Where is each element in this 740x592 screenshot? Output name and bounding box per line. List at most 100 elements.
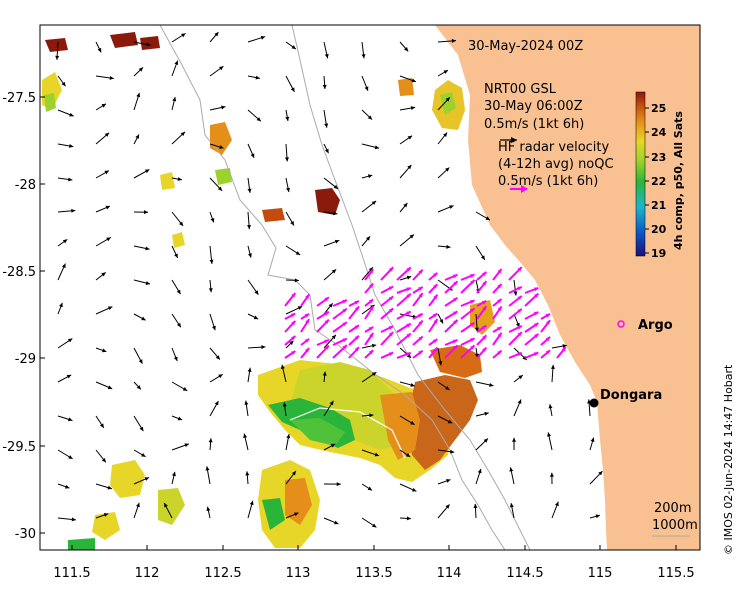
current-arrow-head bbox=[244, 400, 249, 405]
current-arrow-head bbox=[107, 306, 113, 311]
current-arrow-head bbox=[406, 293, 411, 298]
current-arrow-head bbox=[331, 269, 337, 274]
current-arrow-head bbox=[590, 437, 595, 442]
current-arrow-head bbox=[388, 267, 394, 272]
current-arrow-head bbox=[433, 319, 438, 324]
current-arrow-head bbox=[336, 482, 341, 487]
isobath-1000m bbox=[291, 25, 531, 550]
current-arrow-head bbox=[517, 399, 522, 404]
current-arrow-head bbox=[485, 216, 490, 221]
colorbar-tick: 24 bbox=[651, 126, 667, 139]
current-arrow-head bbox=[101, 348, 107, 353]
current-arrow-head bbox=[367, 115, 373, 120]
colorbar-tick: 20 bbox=[651, 223, 667, 236]
current-arrow-head bbox=[550, 364, 555, 370]
current-arrow-head bbox=[473, 503, 478, 509]
current-arrow-head bbox=[184, 443, 189, 448]
current-arrow-head bbox=[418, 287, 423, 291]
model-name: NRT00 GSL bbox=[484, 82, 557, 97]
colorbar-tick: 25 bbox=[651, 102, 666, 115]
current-arrow-head bbox=[443, 132, 448, 137]
current-arrow-head bbox=[291, 320, 296, 326]
current-arrow-head bbox=[145, 281, 151, 285]
current-arrow-head bbox=[290, 335, 296, 341]
current-arrow-head bbox=[369, 413, 374, 418]
current-arrow-head bbox=[406, 267, 411, 272]
current-arrow-head bbox=[484, 411, 489, 416]
current-arrow-head bbox=[451, 38, 456, 43]
current-arrow-head bbox=[562, 344, 567, 349]
current-arrow-head bbox=[172, 97, 177, 102]
current-arrow-head bbox=[369, 283, 374, 288]
current-arrow-head bbox=[470, 345, 475, 350]
current-arrow-head bbox=[445, 385, 450, 390]
current-arrow-head bbox=[146, 42, 151, 47]
current-arrow-head bbox=[548, 404, 553, 409]
current-arrow-head bbox=[322, 84, 327, 90]
current-arrow-head bbox=[534, 293, 539, 298]
current-arrow-head bbox=[280, 364, 285, 370]
current-arrow-head bbox=[290, 221, 294, 226]
current-arrow-head bbox=[297, 306, 303, 310]
current-arrow-head bbox=[333, 211, 338, 216]
current-arrow-head bbox=[304, 313, 310, 318]
current-arrow-head bbox=[214, 32, 219, 37]
current-arrow-head bbox=[497, 332, 502, 338]
current-arrow-head bbox=[409, 234, 414, 239]
colorbar: 25 24 23 22 21 20 19 4h comp, p50, All S… bbox=[635, 91, 685, 260]
current-arrow-head bbox=[144, 210, 149, 215]
current-arrow-head bbox=[324, 311, 329, 316]
x-tick-label: 115.5 bbox=[657, 566, 694, 581]
current-arrow-head bbox=[367, 486, 373, 491]
current-arrow-head bbox=[388, 286, 394, 291]
current-arrow-head bbox=[406, 333, 411, 338]
current-arrow-head bbox=[545, 313, 551, 318]
current-arrow-head bbox=[107, 385, 113, 390]
current-arrow-head bbox=[174, 253, 178, 258]
current-arrow-head bbox=[247, 367, 252, 372]
isobath-200m-label: 200m bbox=[654, 501, 691, 516]
current-arrow-head bbox=[208, 438, 213, 443]
current-arrow-head bbox=[533, 311, 539, 316]
current-arrow-head bbox=[517, 332, 522, 337]
current-arrow-head bbox=[69, 143, 74, 148]
current-arrow-head bbox=[354, 300, 359, 305]
current-arrow-head bbox=[210, 217, 215, 223]
current-arrow-head bbox=[371, 372, 377, 377]
current-arrow-head bbox=[482, 306, 487, 311]
current-arrow-head bbox=[533, 352, 539, 356]
current-arrow-head bbox=[497, 326, 502, 331]
model-current-arrows bbox=[55, 31, 603, 528]
x-tick-label: 115 bbox=[588, 566, 613, 581]
current-arrow-head bbox=[342, 308, 347, 313]
current-arrow-head bbox=[477, 468, 482, 474]
current-arrow-head bbox=[103, 513, 109, 517]
current-arrow-head bbox=[410, 382, 415, 387]
current-arrow-head bbox=[64, 484, 70, 489]
current-arrow-head bbox=[497, 283, 502, 289]
x-tick-label: 113 bbox=[286, 566, 311, 581]
current-arrow-head bbox=[453, 311, 458, 316]
current-arrow-head bbox=[522, 355, 527, 361]
current-arrow-head bbox=[305, 347, 310, 353]
current-arrow-head bbox=[342, 299, 347, 304]
current-arrow-head bbox=[406, 323, 411, 328]
current-arrow-head bbox=[406, 516, 411, 521]
current-arrow-head bbox=[482, 347, 487, 352]
colorbar-tick: 21 bbox=[651, 199, 666, 212]
x-axis: 111.5 112 112.5 113 113.5 114 114.5 115 … bbox=[53, 545, 695, 581]
current-arrow-head bbox=[291, 293, 296, 298]
current-arrow-head bbox=[141, 452, 146, 457]
hf-radar-line1: HF radar velocity bbox=[498, 140, 610, 155]
y-tick-label: -27.5 bbox=[2, 91, 36, 106]
current-arrow-head bbox=[433, 284, 438, 289]
current-arrow-head bbox=[286, 434, 291, 439]
current-arrow-head bbox=[470, 300, 475, 304]
current-arrow-head bbox=[369, 332, 374, 338]
x-tick-label: 114 bbox=[437, 566, 462, 581]
current-arrow-head bbox=[305, 294, 310, 299]
current-arrow-head bbox=[517, 352, 522, 357]
y-tick-label: -29.5 bbox=[2, 440, 36, 455]
current-arrow-head bbox=[208, 288, 213, 293]
current-arrow-head bbox=[354, 347, 359, 352]
